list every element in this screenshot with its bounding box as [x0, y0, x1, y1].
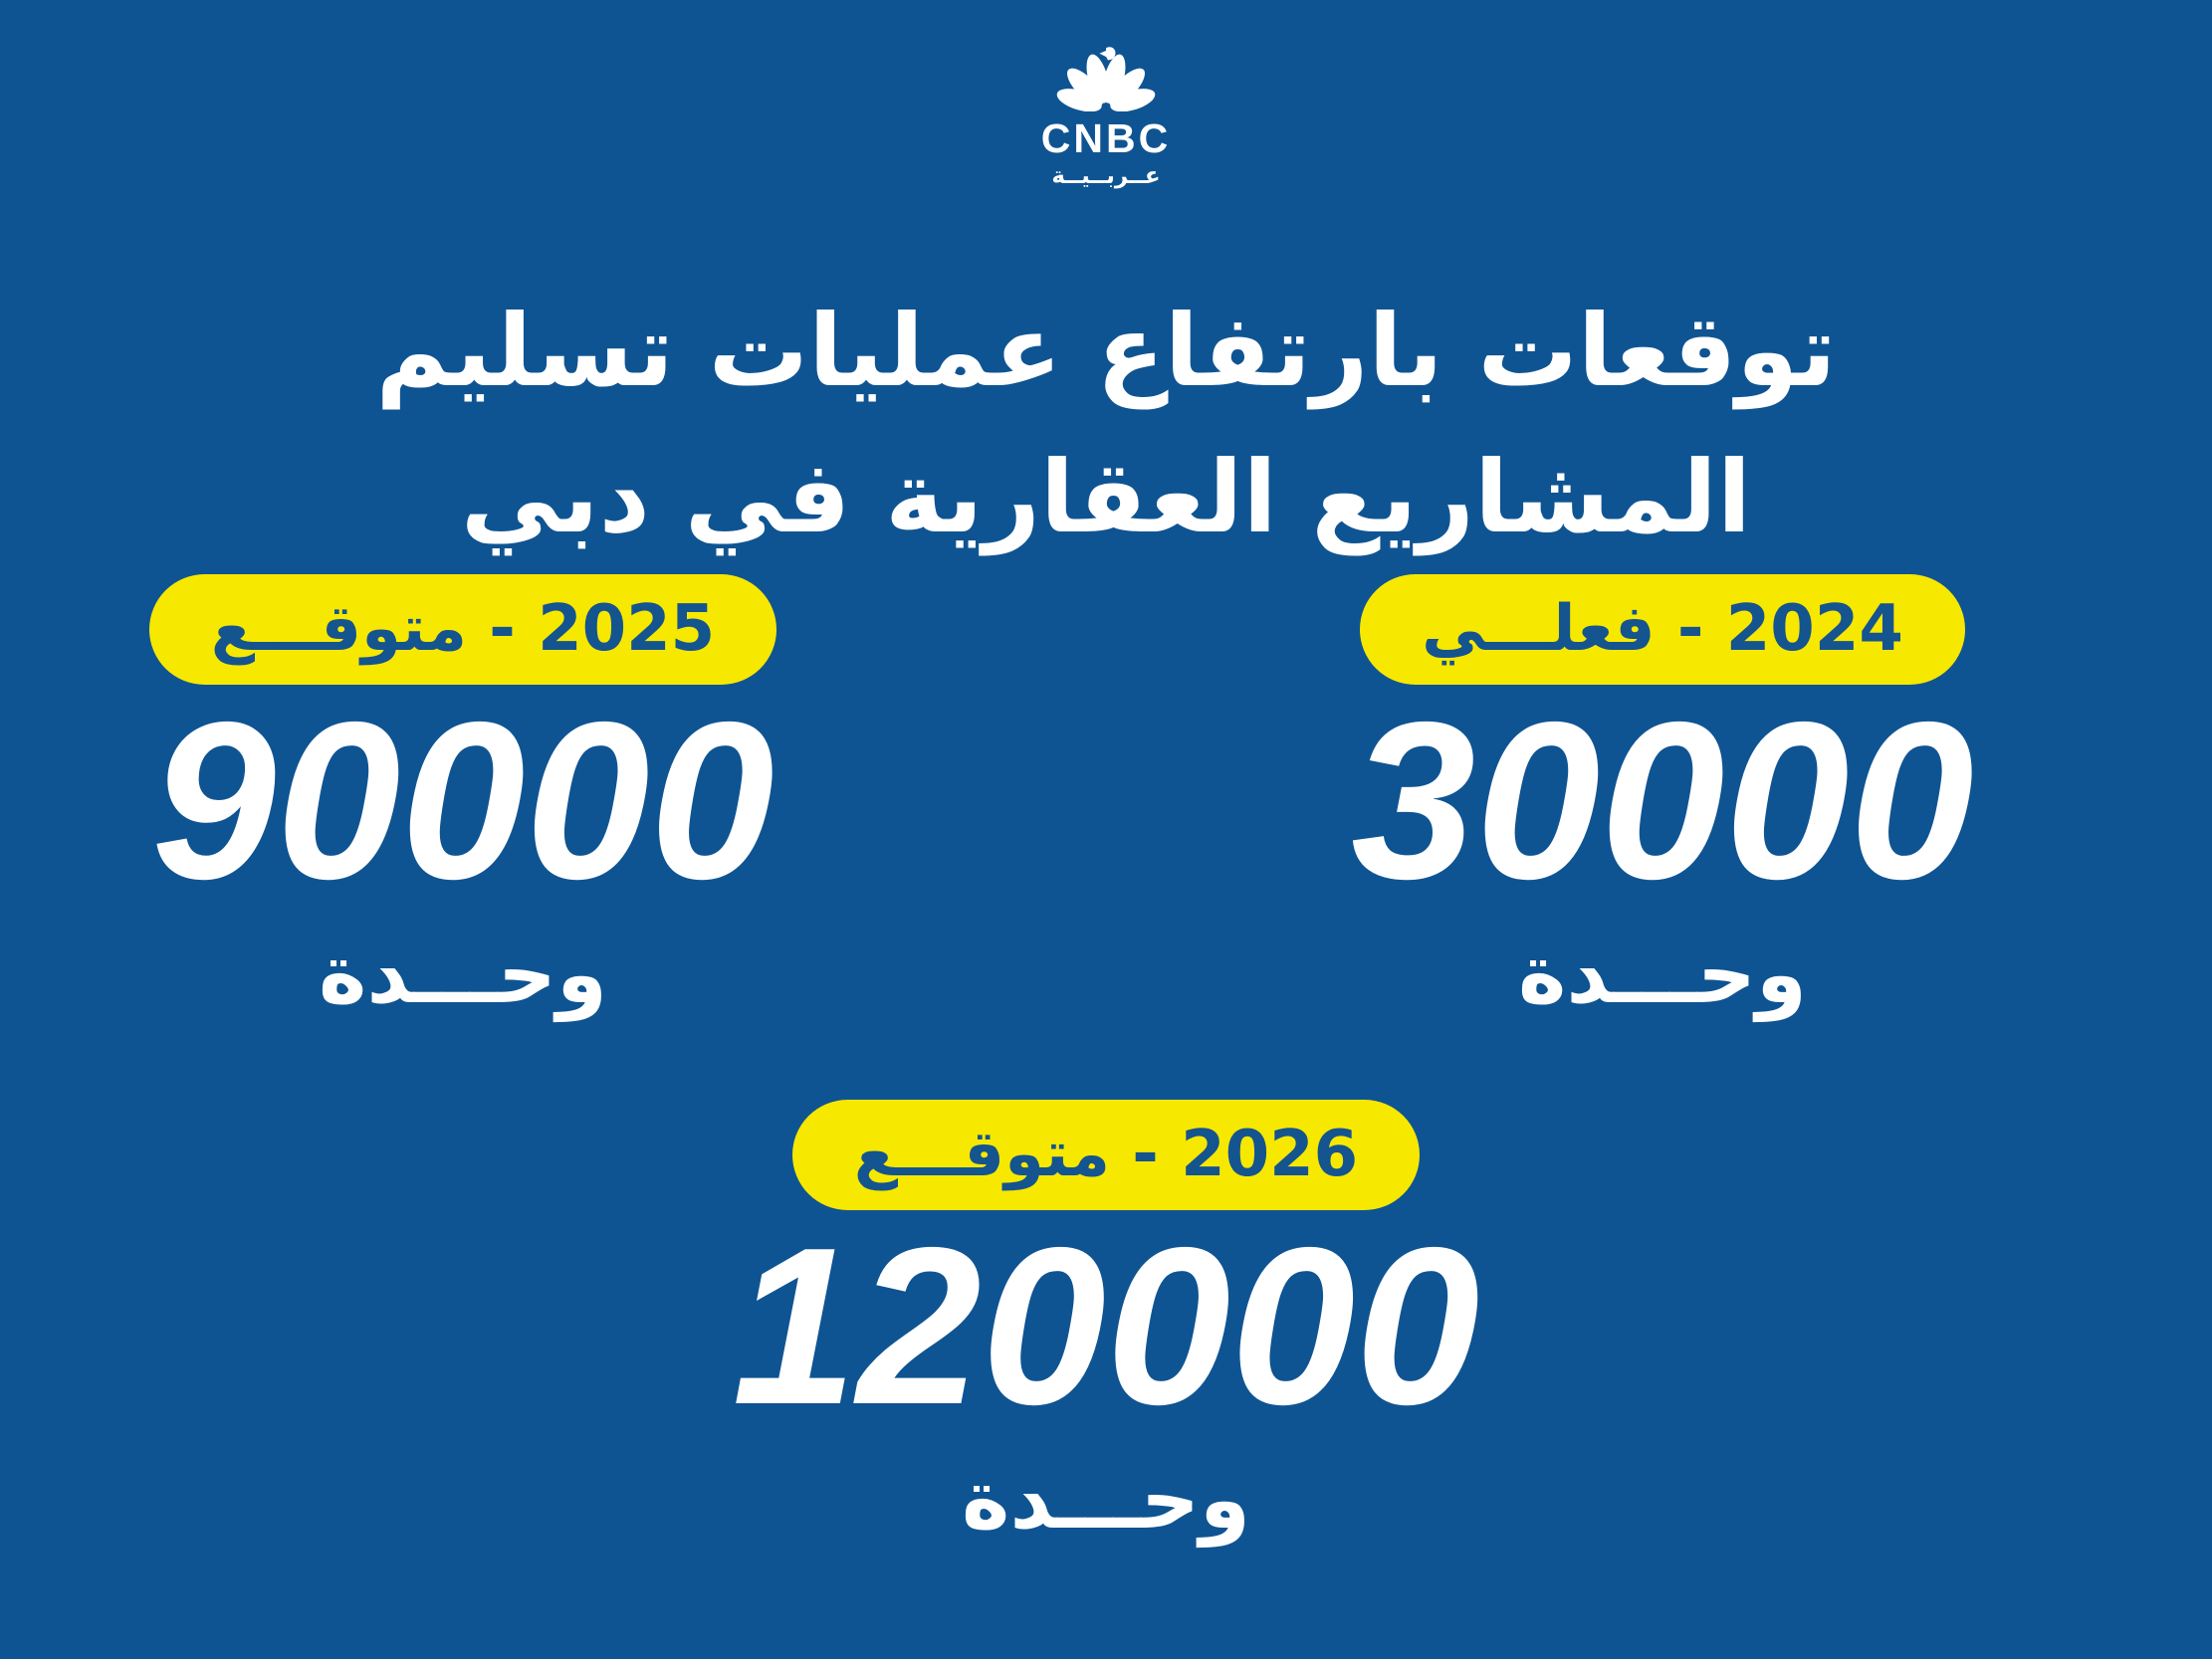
- stat-2026-value: 120000: [732, 1199, 1480, 1451]
- stat-2024-actual: 2024 - فعلـــي 30000 وحـــدة: [1284, 574, 2041, 1016]
- stat-2024-label-pill: 2024 - فعلـــي: [1360, 574, 1965, 685]
- cnbc-logo-text: CNBC: [1040, 115, 1172, 161]
- cnbc-logo: CNBC عــربــيــة: [0, 46, 2212, 188]
- page-title: توقعات بارتفاع عمليات تسليم المشاريع الع…: [0, 278, 2212, 570]
- stat-2026-unit: وحـــدة: [962, 1452, 1250, 1548]
- stat-2025-label-pill: 2025 - متوقـــع: [148, 574, 777, 685]
- stat-2024-unit: وحـــدة: [1518, 927, 1807, 1022]
- stat-2024-value: 30000: [1351, 674, 1974, 926]
- page-title-line1: توقعات بارتفاع عمليات تسليم: [375, 293, 1837, 409]
- stat-2026-label-pill: 2026 - متوقـــع: [791, 1100, 1421, 1210]
- cnbc-arabia-subtext: عــربــيــة: [1051, 163, 1161, 189]
- stat-2026-expected: 2026 - متوقـــع 120000 وحـــدة: [728, 1100, 1484, 1542]
- stat-2025-expected: 2025 - متوقـــع 90000 وحـــدة: [85, 574, 841, 1016]
- cnbc-peacock-icon: [1056, 47, 1156, 111]
- stat-2025-unit: وحـــدة: [319, 927, 607, 1022]
- stat-2025-value: 90000: [151, 674, 774, 926]
- page-title-line2: المشاريع العقارية في دبي: [460, 439, 1752, 555]
